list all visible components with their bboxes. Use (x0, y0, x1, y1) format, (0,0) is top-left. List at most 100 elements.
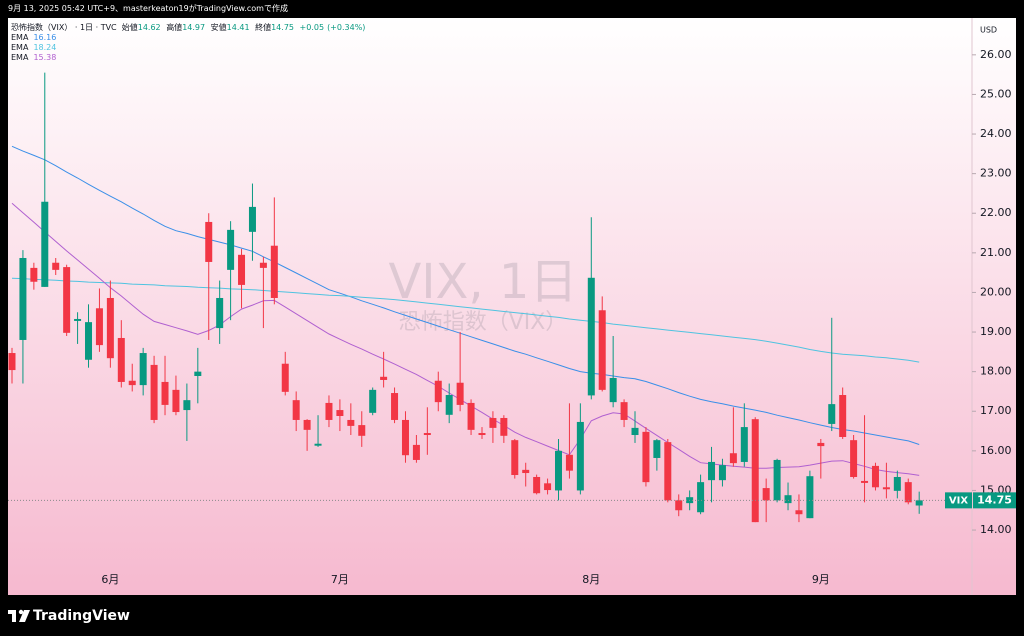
ema-value: 15.38 (33, 53, 57, 62)
candle-body (828, 404, 836, 424)
candle-body (609, 377, 617, 403)
y-tick-label: 24.00 (980, 127, 1012, 140)
logo-icon (8, 609, 30, 622)
candle-body (784, 495, 792, 504)
open-value: 14.62 (137, 23, 161, 32)
candle-body (19, 257, 27, 340)
y-tick-label: 14.00 (980, 523, 1012, 536)
x-tick-label: 7月 (331, 573, 349, 586)
candle-body (172, 389, 180, 413)
low-label: 安値 (210, 23, 227, 32)
candle-body (565, 454, 573, 471)
candle-body (740, 427, 748, 462)
candle-body (511, 440, 519, 476)
candle-body (904, 482, 912, 503)
close-value: 14.75 (271, 23, 294, 32)
candle-body (893, 476, 901, 491)
ema-line (11, 145, 920, 445)
ema-line (11, 277, 920, 363)
candle-body (500, 417, 508, 436)
close-label: 終値 (255, 23, 272, 32)
watermark-title: VIX, 1日 (389, 254, 578, 310)
high-label: 高値 (166, 23, 183, 32)
candle-body (467, 402, 475, 430)
y-tick-label: 16.00 (980, 444, 1012, 457)
y-tick-label: 19.00 (980, 325, 1012, 338)
y-tick-label: 20.00 (980, 285, 1012, 298)
candle-body (238, 254, 246, 285)
candle-body (544, 483, 552, 491)
change: +0.05 (299, 23, 325, 32)
candle-body (259, 262, 267, 268)
last-price: 14.75 (977, 493, 1012, 506)
candle-body (369, 389, 377, 413)
candle-body (817, 442, 825, 447)
candle-body (281, 363, 289, 392)
candle-body (489, 417, 497, 428)
candle-body (871, 465, 879, 488)
candle-body (270, 245, 278, 298)
candle-body (653, 440, 661, 458)
ema-legend: EMA 18.24 (11, 43, 56, 52)
candle-body (391, 393, 399, 420)
candle-body (675, 500, 683, 511)
candle-body (117, 337, 125, 382)
candle-body (850, 440, 858, 477)
ema-line (11, 202, 920, 476)
candle-body (95, 308, 103, 346)
low-value: 14.41 (226, 23, 250, 32)
y-tick-label: 23.00 (980, 167, 1012, 180)
ema-legend: EMA 15.38 (11, 53, 56, 62)
candle-body (434, 380, 442, 403)
candle-body (314, 443, 322, 446)
candle-body (598, 310, 606, 390)
candle-body (303, 419, 311, 430)
candle-body (227, 229, 235, 270)
interval: 1日 (72, 23, 93, 32)
candle-body (106, 297, 114, 359)
chart-pane (8, 18, 1016, 595)
candle-body (555, 450, 562, 491)
candle-body (718, 465, 726, 481)
candle-body (762, 488, 770, 501)
candle-body (423, 433, 431, 436)
candle-body (915, 500, 923, 506)
candle-body (401, 419, 409, 456)
candle-body (456, 382, 464, 405)
currency: USD (980, 26, 997, 35)
candle-body (697, 482, 705, 513)
price-label: VIX (949, 495, 968, 506)
candle-body (412, 444, 420, 460)
candle-body (161, 381, 169, 405)
ema-name: EMA (11, 43, 29, 52)
candle-body (358, 425, 366, 436)
candle-body (587, 277, 595, 396)
ema-value: 18.24 (33, 43, 57, 52)
high-value: 14.97 (182, 23, 206, 32)
y-tick-label: 25.00 (980, 87, 1012, 100)
candle-body (773, 459, 781, 501)
candle-body (533, 476, 541, 494)
candle-body (839, 395, 847, 437)
y-tick-label: 22.00 (980, 206, 1012, 219)
y-tick-label: 21.00 (980, 246, 1012, 259)
ema-name: EMA (11, 53, 29, 62)
last-price-bg (973, 492, 1016, 509)
y-tick-label: 17.00 (980, 404, 1012, 417)
candle-body (576, 421, 584, 491)
candle-body (128, 380, 136, 386)
candle-body (194, 371, 202, 377)
candle-body (85, 322, 93, 360)
source: TVC (93, 23, 117, 32)
candle-body (292, 400, 300, 420)
candle-body (205, 221, 213, 262)
candle-body (41, 201, 49, 287)
candle-body (336, 410, 344, 416)
brand: TradingView (33, 608, 130, 624)
candle-body (806, 476, 814, 519)
price-label-bg (945, 492, 972, 509)
y-tick-label: 26.00 (980, 48, 1012, 61)
ema-name: EMA (11, 33, 29, 42)
